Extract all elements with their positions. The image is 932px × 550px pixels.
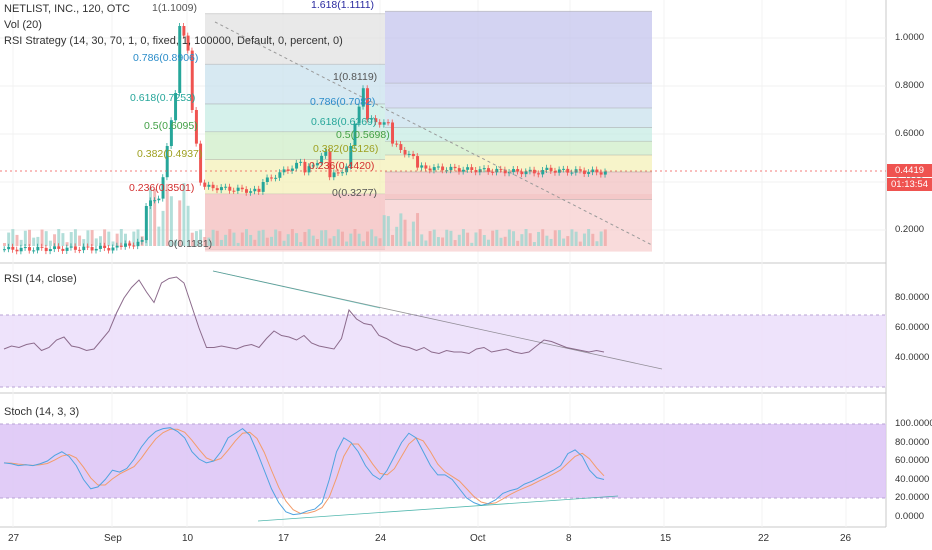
time-tick-label: 10 [182, 533, 194, 544]
strategy-indicator-label[interactable]: RSI Strategy (14, 30, 70, 1, 0, fixed, 1… [4, 35, 343, 47]
fib-zone [385, 108, 652, 128]
rsi-band [0, 315, 886, 387]
fib-zone [385, 141, 652, 155]
stoch-tick-label: 100.0000 [895, 418, 932, 429]
fib-zone [385, 127, 652, 142]
fib-right-label: 1.618(1.1111) [311, 0, 375, 12]
rsi-tick-label: 60.0000 [895, 322, 930, 333]
price-tick-label: 1.0000 [895, 32, 925, 43]
stoch-d-line [3, 428, 605, 514]
price-trendline [214, 21, 653, 246]
fib-right-label: 0.786(0.7082) [310, 96, 376, 109]
fib-zone [205, 159, 385, 194]
time-tick-label: 24 [375, 533, 387, 544]
fib-right-label: 0.618(0.6269) [311, 115, 377, 128]
countdown-badge: 01:13:54 [887, 178, 932, 191]
rsi-pane [0, 270, 886, 388]
fib-left-label: 0.618(0.7253) [130, 91, 196, 104]
fib-right-label: 1(0.8119) [333, 71, 378, 84]
fib-right-label: 0.236(0.4420) [309, 159, 375, 172]
time-tick-label: 26 [840, 533, 852, 544]
trend-lines[interactable] [0, 21, 886, 246]
stoch-tick-label: 20.0000 [895, 492, 930, 503]
price-tick-label: 0.6000 [895, 128, 925, 139]
fib-left-label: 0.786(0.8906) [133, 52, 199, 65]
rsi-title[interactable]: RSI (14, close) [4, 273, 77, 285]
stoch-tick-label: 40.0000 [895, 473, 930, 485]
symbol-title[interactable]: NETLIST, INC., 120, OTC [4, 3, 130, 15]
fib-zone [385, 83, 652, 109]
time-tick-label: Sep [104, 533, 122, 544]
time-tick-label: 27 [8, 533, 20, 544]
fib-zone [385, 11, 652, 84]
time-tick-label: 17 [278, 533, 290, 544]
fib-right-label: 0.382(0.5126) [313, 142, 379, 155]
fib-zones-right [385, 10, 652, 200]
time-tick-label: 15 [660, 533, 672, 544]
fib-left-label: 0.382(0.4937) [137, 147, 203, 160]
time-tick-label: 22 [758, 533, 770, 544]
stoch-tick-label: 80.0000 [895, 436, 930, 448]
price-tick-label: 0.2000 [895, 224, 925, 235]
stoch-k-line [3, 427, 605, 516]
last-price-badge: 0.4419 [887, 164, 932, 177]
time-tick-label: 8 [566, 533, 572, 544]
volume-indicator-label[interactable]: Vol (20) [4, 19, 42, 31]
volume-bars [3, 183, 607, 246]
rsi-tick-label: 80.0000 [895, 292, 930, 303]
stoch-pane [0, 423, 886, 522]
fib-zone [385, 171, 652, 200]
fib-zone [205, 64, 385, 104]
time-tick-label: Oct [470, 533, 486, 544]
fib-right-label: 0.5(0.5698) [336, 129, 390, 142]
fib-left-label: 0.236(0.3501) [129, 181, 195, 194]
fib-zone [205, 13, 385, 65]
price-candles [3, 23, 607, 255]
rsi-line [3, 276, 605, 355]
stoch-trendline [257, 495, 619, 522]
stoch-tick-label: 0.0000 [895, 510, 925, 522]
stoch-tick-label: 60.0000 [895, 455, 930, 466]
rsi-trendline-green [212, 270, 381, 309]
fib-right-label: 0(0.3277) [332, 187, 377, 200]
rsi-tick-label: 40.0000 [895, 352, 930, 363]
fib-left-label: 0.5(0.6095) [144, 119, 198, 132]
stoch-title[interactable]: Stoch (14, 3, 3) [4, 406, 80, 418]
stoch-band [0, 424, 886, 498]
fib-left-label: 1(1.1009) [152, 1, 197, 14]
price-tick-label: 0.8000 [895, 80, 925, 91]
fib-left-label: 0(0.1181) [168, 237, 213, 250]
